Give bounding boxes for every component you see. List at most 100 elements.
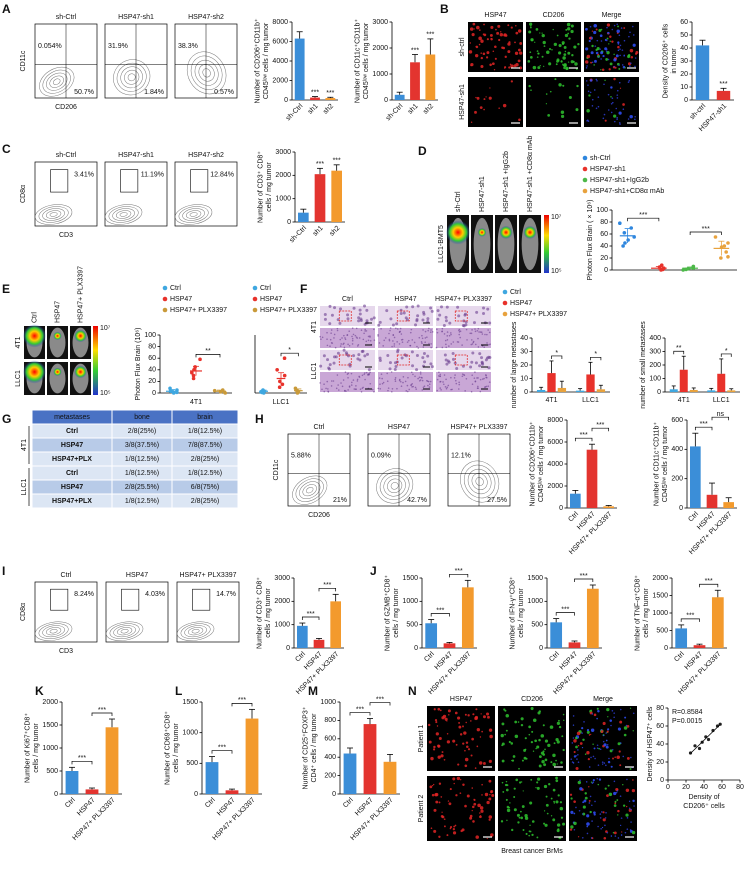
cell-signal bbox=[616, 755, 620, 760]
tissue bbox=[484, 333, 486, 336]
data-point bbox=[629, 226, 634, 230]
tissue bbox=[388, 361, 392, 365]
cell-signal bbox=[475, 835, 479, 839]
y-tick-label: 4000 bbox=[547, 461, 563, 468]
cell-signal bbox=[570, 60, 574, 64]
cell-signal bbox=[517, 59, 521, 63]
sig-bracket bbox=[574, 578, 594, 582]
tissue bbox=[323, 317, 327, 321]
bar bbox=[443, 643, 456, 648]
sig-label: *** bbox=[580, 432, 588, 439]
legend-label: HSP47 bbox=[510, 300, 532, 307]
column-label: HSP47 bbox=[394, 296, 416, 303]
cell-signal bbox=[594, 59, 597, 63]
cell-signal bbox=[588, 734, 591, 736]
cell-signal bbox=[622, 783, 624, 786]
bar bbox=[65, 771, 79, 794]
cell-signal bbox=[529, 56, 533, 59]
data-point bbox=[711, 728, 715, 733]
cell-signal bbox=[585, 47, 589, 51]
signal bbox=[499, 225, 513, 239]
cell-signal bbox=[595, 51, 599, 55]
bar bbox=[294, 38, 305, 100]
cell-signal bbox=[629, 48, 634, 53]
tissue bbox=[419, 371, 422, 373]
contour bbox=[174, 204, 213, 225]
cell-signal bbox=[459, 778, 462, 781]
nucleus bbox=[592, 755, 595, 758]
cell-signal bbox=[613, 791, 617, 796]
y-tick-label: 80 bbox=[656, 705, 664, 712]
tissue bbox=[410, 384, 412, 386]
cell-signal bbox=[501, 722, 505, 726]
tissue bbox=[328, 304, 332, 308]
nucleus bbox=[616, 97, 619, 99]
y-tick-label: 1000 bbox=[527, 598, 543, 605]
contour bbox=[127, 73, 136, 82]
nucleus bbox=[594, 45, 597, 47]
nucleus bbox=[606, 39, 608, 42]
cell-signal bbox=[563, 719, 565, 722]
tissue bbox=[365, 340, 368, 343]
bar bbox=[693, 645, 706, 648]
cell-signal bbox=[629, 767, 632, 770]
cell-signal bbox=[455, 743, 458, 746]
cell-signal bbox=[470, 62, 474, 67]
tissue bbox=[364, 378, 366, 381]
cell-signal bbox=[437, 755, 441, 759]
cell-signal bbox=[608, 792, 613, 797]
micrograph bbox=[569, 706, 637, 771]
tissue bbox=[329, 345, 331, 347]
signal bbox=[22, 324, 47, 348]
y-tick-label: 30 bbox=[520, 348, 528, 355]
tissue bbox=[463, 374, 465, 376]
cell-signal bbox=[582, 801, 585, 804]
cell-signal bbox=[617, 41, 620, 44]
cell-signal bbox=[613, 53, 615, 56]
x-tick-label: sh-Ctrl bbox=[285, 102, 305, 122]
bar bbox=[586, 374, 595, 392]
cell-signal bbox=[555, 776, 558, 780]
cell-signal bbox=[628, 800, 631, 802]
cell-signal bbox=[443, 825, 446, 828]
cell-signal bbox=[488, 728, 493, 732]
y-tick-label: 0 bbox=[152, 390, 156, 397]
tissue bbox=[363, 354, 367, 358]
tissue bbox=[402, 381, 404, 384]
data-point bbox=[724, 250, 728, 254]
tissue bbox=[378, 320, 382, 324]
cell-signal bbox=[610, 765, 613, 768]
bar bbox=[711, 597, 724, 648]
tissue bbox=[328, 322, 332, 326]
tissue bbox=[401, 341, 404, 343]
nucleus bbox=[596, 744, 599, 747]
cell-signal bbox=[619, 87, 622, 89]
tissue bbox=[342, 348, 346, 352]
tissue bbox=[441, 346, 444, 349]
cell-signal bbox=[605, 58, 609, 61]
nucleus bbox=[599, 813, 602, 815]
nucleus bbox=[634, 65, 636, 68]
tissue bbox=[423, 385, 426, 388]
tissue bbox=[449, 332, 452, 334]
sig-label: *** bbox=[705, 578, 713, 585]
tissue bbox=[323, 390, 326, 393]
table-cell-text: Ctrl bbox=[66, 428, 78, 435]
contour bbox=[187, 627, 204, 636]
legend-marker bbox=[582, 155, 588, 161]
cell-signal bbox=[490, 25, 494, 29]
tissue bbox=[396, 328, 399, 330]
gate bbox=[50, 588, 69, 611]
cell-signal bbox=[485, 56, 489, 59]
cell-signal bbox=[571, 53, 574, 57]
tissue bbox=[358, 312, 362, 316]
tissue bbox=[431, 331, 434, 333]
nucleus bbox=[585, 28, 587, 31]
contour bbox=[463, 464, 496, 499]
nucleus bbox=[619, 708, 622, 711]
cell-signal bbox=[501, 759, 505, 763]
cell-signal bbox=[443, 818, 446, 821]
cell-signal bbox=[530, 707, 534, 711]
y-tick-label: 80 bbox=[148, 343, 156, 350]
x-tick-label: LLC1 bbox=[713, 397, 730, 404]
